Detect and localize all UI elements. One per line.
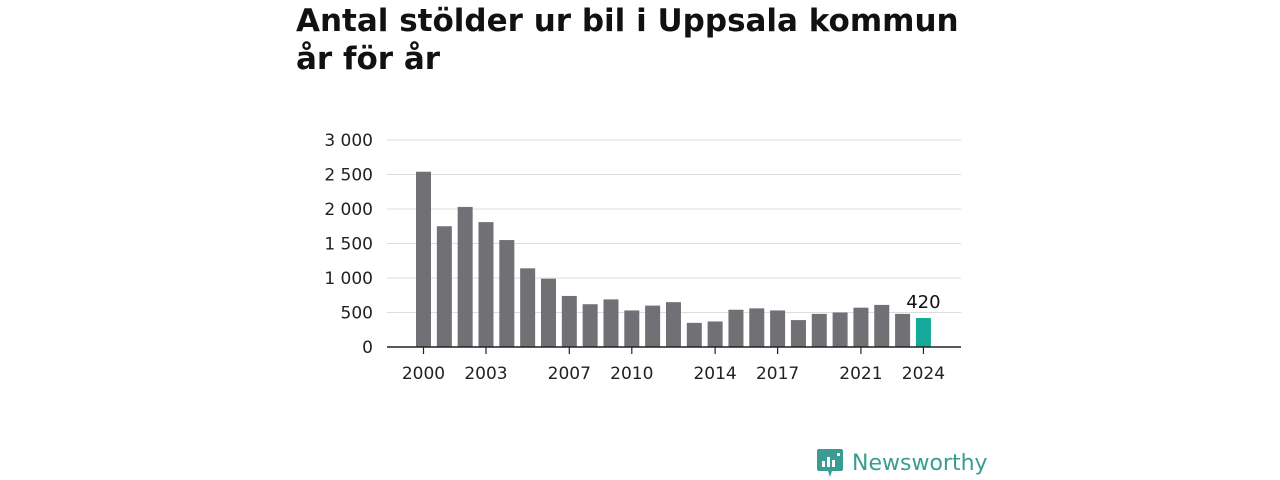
bar-2024 <box>915 318 931 347</box>
bar-2002 <box>457 206 473 347</box>
bar-2005 <box>520 268 536 347</box>
x-tick-label: 2014 <box>693 364 736 384</box>
bar-2022 <box>874 304 890 347</box>
chart-title: Antal stölder ur bil i Uppsala kommun år… <box>296 3 959 77</box>
x-tick-label: 2024 <box>902 364 945 384</box>
bar-2019 <box>811 313 827 347</box>
bar-2008 <box>582 304 598 347</box>
x-axis-ticks: 2000 2003 2007 2010 2014 2017 2021 2024 <box>402 347 945 384</box>
y-tick-label: 2 000 <box>324 200 373 220</box>
y-tick-label: 500 <box>341 304 373 324</box>
bar-2018 <box>790 320 806 347</box>
bar-2004 <box>499 240 515 347</box>
data-labels: 420 <box>906 292 940 313</box>
x-tick-label: 2021 <box>839 364 882 384</box>
bar-2009 <box>603 299 619 347</box>
newsworthy-logo-icon <box>817 449 843 477</box>
y-axis-ticks: 0 500 1 000 1 500 2 000 2 500 3 000 <box>324 131 373 358</box>
y-tick-label: 1 500 <box>324 235 373 255</box>
bar-2001 <box>436 226 452 347</box>
bar-2016 <box>749 308 765 347</box>
x-tick-label: 2010 <box>610 364 653 384</box>
bar-2023 <box>895 313 911 347</box>
y-tick-label: 0 <box>362 338 373 358</box>
bar-2012 <box>665 302 681 347</box>
x-tick-label: 2007 <box>548 364 591 384</box>
y-tick-label: 3 000 <box>324 131 373 151</box>
bar-2015 <box>728 309 744 347</box>
x-tick-label: 2003 <box>464 364 507 384</box>
bar-2010 <box>624 310 640 347</box>
bar-2006 <box>540 278 556 347</box>
brand-name: Newsworthy <box>852 450 988 476</box>
bar-2013 <box>686 322 702 347</box>
brand-logo: Newsworthy <box>816 447 988 479</box>
bars <box>416 171 931 347</box>
gridlines <box>387 139 961 313</box>
x-tick-label: 2000 <box>402 364 445 384</box>
bar-2011 <box>645 305 661 347</box>
bar-2020 <box>832 312 848 347</box>
data-label-highlight: 420 <box>906 292 940 313</box>
bar-2003 <box>478 222 494 347</box>
y-tick-label: 2 500 <box>324 166 373 186</box>
bar-2017 <box>770 310 786 347</box>
bar-2007 <box>561 295 577 347</box>
bar-2014 <box>707 321 723 347</box>
bar-2000 <box>416 171 431 347</box>
y-tick-label: 1 000 <box>324 269 373 289</box>
bar-2021 <box>853 307 869 347</box>
x-tick-label: 2017 <box>756 364 799 384</box>
